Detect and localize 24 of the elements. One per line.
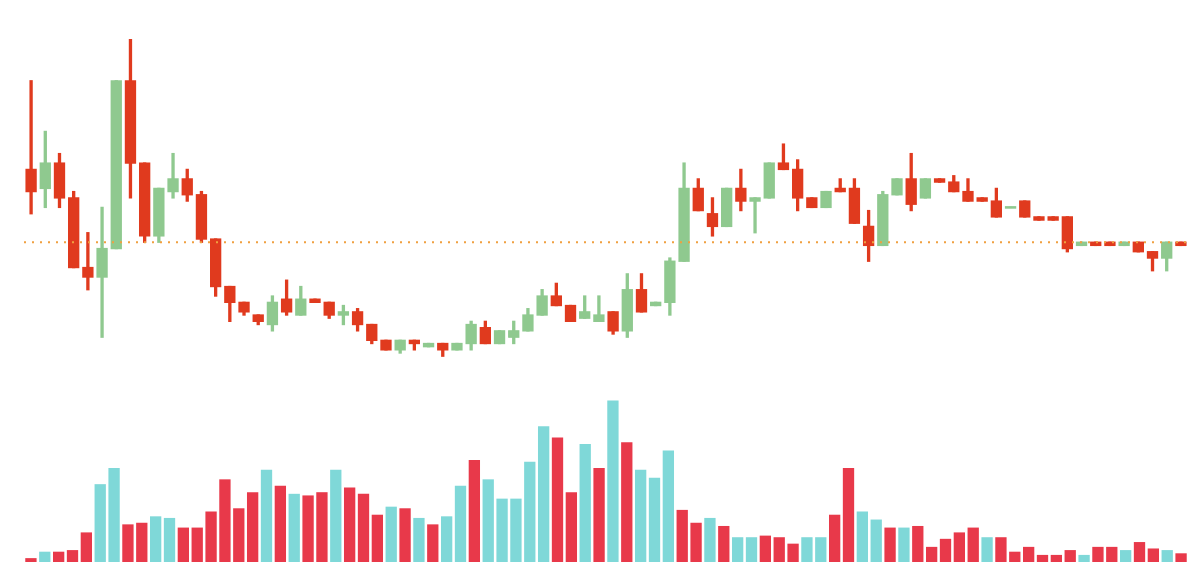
bar: [981, 537, 993, 562]
bar: [718, 525, 730, 562]
bar: [274, 485, 287, 562]
bar: [593, 468, 605, 562]
bar: [898, 527, 910, 562]
bar: [385, 506, 397, 562]
bar: [413, 517, 425, 562]
bar: [288, 493, 300, 562]
bar: [1161, 550, 1173, 562]
bar: [579, 443, 591, 562]
bar: [399, 508, 411, 562]
bar: [1175, 553, 1187, 562]
bar: [607, 400, 619, 562]
bar: [260, 469, 273, 562]
bar: [427, 524, 439, 562]
bar: [621, 442, 633, 562]
bar: [1119, 550, 1132, 562]
candlestick: [25, 80, 37, 215]
bar: [39, 551, 51, 562]
bar: [1078, 554, 1090, 562]
bar: [330, 469, 342, 562]
bar: [704, 517, 716, 562]
bar: [468, 460, 481, 562]
bar: [884, 527, 896, 562]
